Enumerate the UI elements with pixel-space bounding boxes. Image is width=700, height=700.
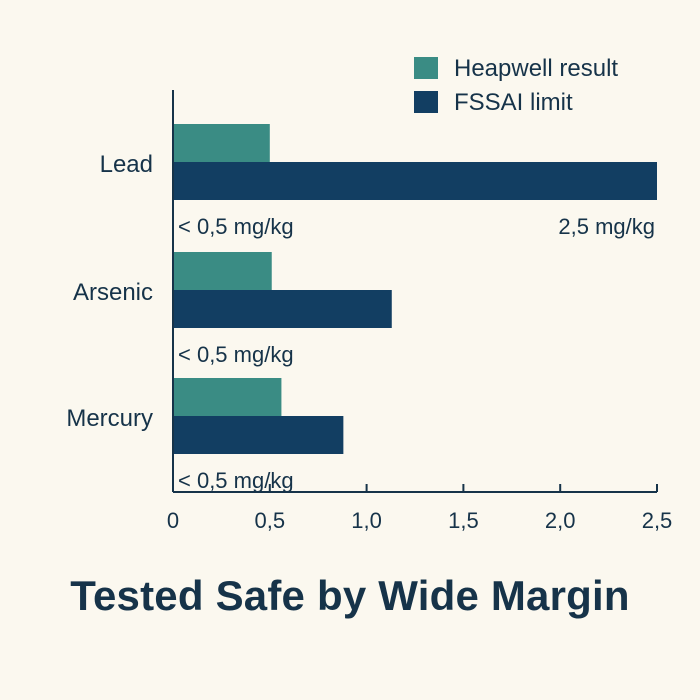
bar-arsenic-1 [173,290,392,328]
annotation-mercury-result: < 0,5 mg/kg [178,468,294,493]
annotation-arsenic-result: < 0,5 mg/kg [178,342,294,367]
annotation-lead-limit: 2,5 mg/kg [558,214,655,239]
x-tick-label-5: 2,5 [642,508,673,533]
annotation-lead-result: < 0,5 mg/kg [178,214,294,239]
x-tick-label-0: 0 [167,508,179,533]
legend-label-1: FSSAI limit [454,89,573,116]
category-label-lead: Lead [100,151,153,178]
bar-lead-0 [173,124,270,162]
bar-mercury-1 [173,416,344,454]
legend-label-0: Heapwell result [454,55,618,82]
bar-arsenic-0 [173,252,272,290]
x-tick-label-3: 1,5 [448,508,479,533]
legend-swatch-1 [414,91,438,113]
x-tick-label-4: 2,0 [545,508,576,533]
legend-swatch-0 [414,57,438,79]
category-label-arsenic: Arsenic [73,279,153,306]
bar-mercury-0 [173,378,282,416]
x-tick-label-2: 1,0 [351,508,382,533]
bar-lead-1 [173,162,657,200]
x-tick-label-1: 0,5 [255,508,286,533]
chart-title: Tested Safe by Wide Margin [70,572,630,619]
category-label-mercury: Mercury [66,405,153,432]
